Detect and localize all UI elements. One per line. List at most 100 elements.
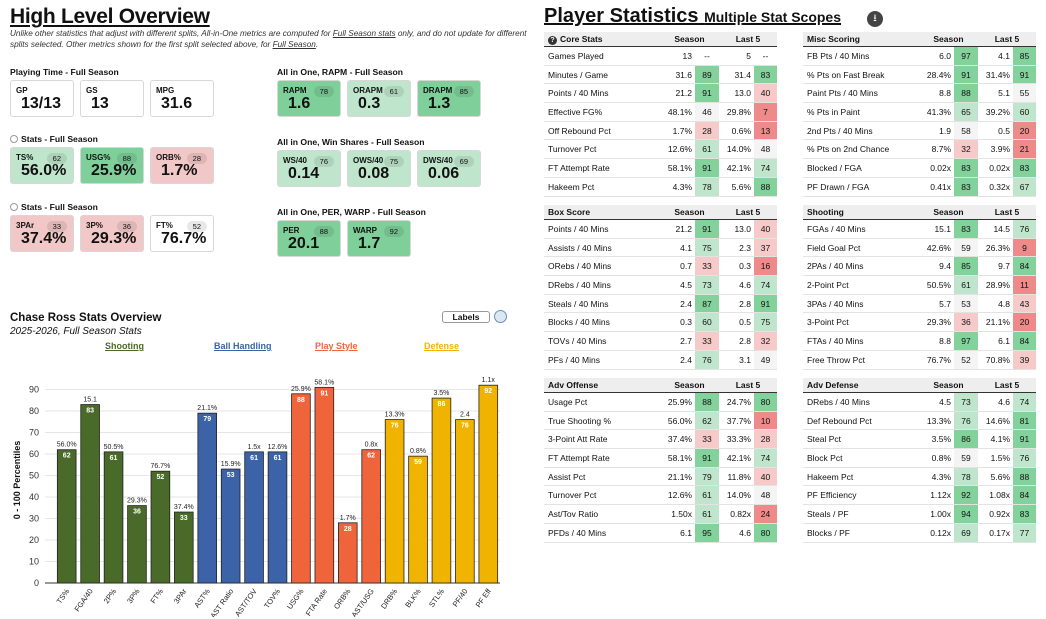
section-radio[interactable] [10, 203, 18, 211]
season-value: 58.1% [667, 452, 692, 463]
table-row: Hakeem Pct 4.3% 78 5.6% 88 [544, 177, 777, 197]
section-title: All in One, Win Shares - Full Season [277, 137, 425, 147]
stat-card-value: 29.3% [91, 230, 137, 247]
season-percentile: 91 [954, 65, 978, 84]
bar [150, 470, 171, 584]
last5-percentile: 77 [1013, 523, 1036, 542]
stat-card-value: 13 [91, 95, 109, 112]
season-value: 25.9% [667, 396, 692, 407]
last5-percentile: 49 [754, 350, 777, 369]
season-percentile: 95 [695, 523, 719, 542]
stat-card: MPG 31.6 [150, 80, 214, 117]
full-season-stats-link[interactable]: Full Season stats [332, 29, 396, 38]
bar-raw-label: 15.1 [83, 397, 97, 404]
season-percentile: 91 [695, 220, 719, 238]
bar [455, 419, 475, 584]
last5-percentile: 74 [754, 159, 777, 177]
season-percentile: 33 [695, 430, 719, 449]
row-label: Games Played [548, 50, 604, 61]
last5-value: 31.4 [734, 69, 751, 80]
table-row: Points / 40 Mins 21.2 91 13.0 40 [544, 84, 777, 104]
last5-value: 14.6% [985, 415, 1010, 426]
season-value: 1.00x [930, 508, 951, 519]
last5-value: 5 [746, 50, 751, 61]
y-tick-label: 30 [29, 514, 39, 524]
last5-value: 14.5 [993, 223, 1010, 234]
bar [197, 412, 218, 584]
season-value: 42.6% [926, 242, 951, 253]
info-icon[interactable]: ? [548, 35, 557, 45]
x-tick-label: 2P% [102, 587, 119, 605]
season-percentile: 92 [954, 486, 978, 505]
last5-column-header: Last 5 [994, 380, 1020, 390]
row-label: Blocks / 40 Mins [548, 317, 610, 328]
stats-table-box-score: Box Score Season Last 5 Points / 40 Mins 21.… [544, 205, 777, 370]
x-tick-label: AST/TOV [233, 587, 259, 617]
season-value: 2.7 [680, 335, 692, 346]
last5-percentile: 67 [1013, 177, 1036, 196]
stats-table-adv-defense: Adv Defense Season Last 5 DRebs / 40 Mins 4.… [803, 378, 1036, 543]
season-value: 41.3% [926, 106, 951, 117]
last5-percentile: 11 [1013, 276, 1036, 294]
y-tick-label: 80 [29, 406, 39, 416]
labels-toggle-button[interactable]: Labels [442, 311, 490, 323]
row-label: % Pts in Paint [807, 106, 860, 117]
last5-percentile: 20 [1013, 313, 1036, 332]
last5-percentile: 40 [754, 84, 777, 103]
bar-raw-label: 21.1% [197, 405, 217, 412]
season-value: 56.0% [667, 415, 692, 426]
download-icon[interactable]: ⭳ [867, 11, 883, 27]
last5-percentile: 7 [754, 103, 777, 121]
season-percentile: 91 [695, 84, 719, 103]
row-label: Turnover Pct [548, 490, 597, 501]
percentile-pill: 85 [453, 86, 474, 97]
x-tick-label: DRB% [379, 587, 399, 611]
full-season-link[interactable]: Full Season [272, 40, 316, 49]
stat-card-value: 0.08 [358, 165, 390, 182]
category-label-play-style: Play Style [315, 341, 358, 351]
season-value: 0.7 [680, 261, 692, 272]
season-value: 13.3% [926, 415, 951, 426]
last5-percentile: 88 [1013, 467, 1036, 486]
row-label: Blocks / PF [807, 527, 850, 538]
bar-percentile-label: 91 [320, 390, 328, 397]
season-value: 1.12x [930, 490, 951, 501]
bar-percentile-label: 76 [461, 423, 469, 430]
season-value: 8.8 [939, 335, 951, 346]
table-row: % Pts on Fast Break 28.4% 91 31.4% 91 [803, 65, 1036, 85]
last5-value: 70.8% [985, 354, 1010, 365]
bar-raw-label: 12.6% [268, 444, 288, 451]
season-percentile: 32 [954, 140, 978, 159]
bar [384, 419, 405, 584]
stat-card-label: USG% [86, 153, 111, 162]
stat-card-label: WS/40 [283, 156, 308, 165]
bar-percentile-label: 28 [344, 526, 352, 533]
bar [103, 451, 124, 584]
last5-value: 3.1 [739, 354, 751, 365]
section-radio[interactable] [10, 135, 18, 143]
stat-card: ORAPM 61 0.3 [347, 80, 411, 117]
chart-subtitle: 2025-2026, Full Season Stats [10, 326, 142, 337]
last5-percentile: 24 [754, 505, 777, 523]
table-title: ? Core Stats [544, 34, 660, 45]
season-percentile: 75 [695, 238, 719, 257]
season-percentile: 52 [954, 350, 978, 369]
row-label: FT Attempt Rate [548, 452, 610, 463]
last5-percentile: 13 [754, 121, 777, 140]
table-row: 3PAs / 40 Mins 5.7 53 4.8 43 [803, 294, 1036, 314]
bar-raw-label: 1.7% [340, 515, 356, 522]
table-row: PFs / 40 Mins 2.4 76 3.1 49 [544, 350, 777, 370]
last5-value: 0.5 [998, 125, 1010, 136]
row-label: Points / 40 Mins [548, 223, 609, 234]
table-row: Free Throw Pct 76.7% 52 70.8% 39 [803, 350, 1036, 370]
last5-percentile: -- [762, 50, 769, 61]
labels-toggle-switch[interactable] [494, 310, 507, 323]
row-label: % Pts on 2nd Chance [807, 144, 890, 155]
percentile-pill: 78 [313, 86, 334, 97]
stat-card-label: ORAPM [353, 86, 383, 95]
season-value: 28.4% [926, 69, 951, 80]
table-row: 3-Point Att Rate 37.4% 33 33.3% 28 [544, 430, 777, 450]
bar-percentile-label: 76 [391, 423, 399, 430]
bar-raw-label: 1.5x [247, 444, 261, 451]
season-column-header: Season [674, 380, 705, 390]
